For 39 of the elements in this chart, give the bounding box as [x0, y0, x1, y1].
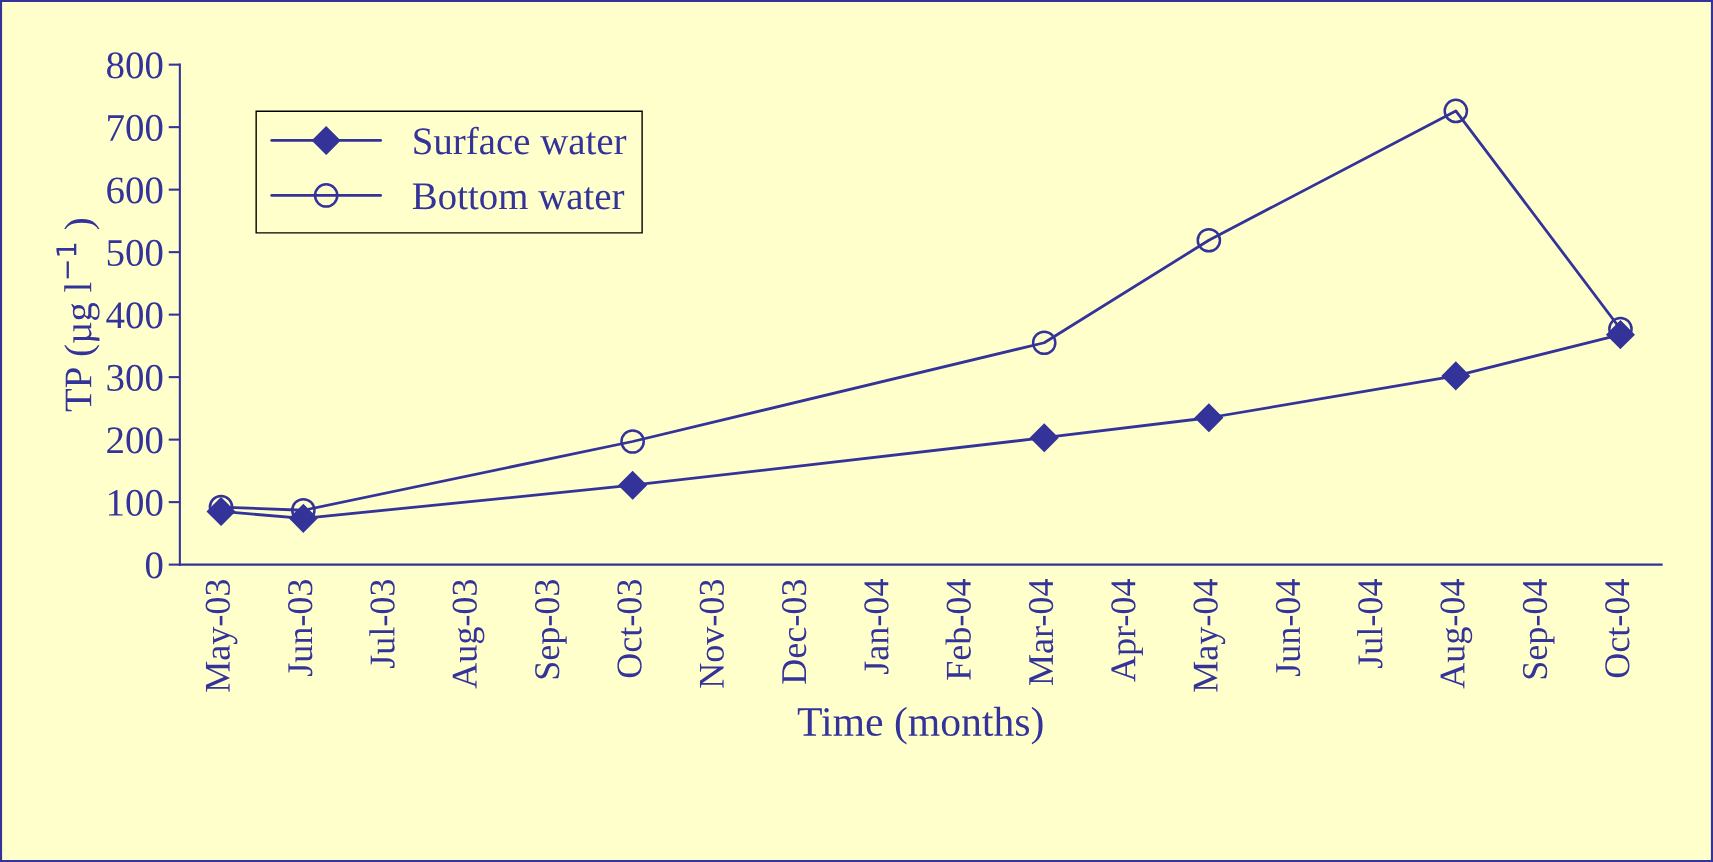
x-axis-title: Time (months): [797, 706, 1043, 745]
x-tick-label: May-03: [205, 579, 238, 692]
point: [1030, 423, 1059, 452]
x-tick-label: Jun-04: [1275, 579, 1301, 677]
point: [1443, 98, 1469, 124]
y-tick-label: 800: [107, 52, 163, 79]
x-tick-label: Jan-04: [864, 579, 889, 675]
x-tick-label: Aug-03: [452, 579, 485, 689]
y-tick-label: 400: [106, 302, 163, 329]
y-axis-title: TP (µg l$^{−1}$ ): [56, 219, 100, 412]
point: [1196, 227, 1222, 253]
y-tick-label: 700: [108, 114, 163, 142]
x-tick-label: Aug-04: [1440, 579, 1473, 689]
x-tick-label: May-04: [1193, 579, 1226, 692]
y-tick-label: 500: [107, 239, 163, 267]
point: [620, 429, 645, 454]
y-tick-label: 600: [107, 177, 163, 204]
legend-label: Bottom water: [412, 183, 625, 210]
y-tick-label: 200: [107, 427, 163, 454]
x-tick-label: Dec-03: [781, 579, 807, 684]
point: [1194, 403, 1223, 432]
legend-label: Surface water: [414, 126, 627, 155]
x-tick-label: Oct-04: [1605, 579, 1630, 678]
x-tick-label: Oct-03: [617, 579, 642, 678]
y-tick-label: 300: [107, 364, 163, 391]
x-tick-label: Mar-04: [1028, 579, 1054, 686]
y-tick-label: 100: [108, 489, 163, 516]
x-tick-label: Jul-04: [1357, 579, 1383, 669]
x-tick-label: Sep-03: [534, 579, 567, 679]
x-tick-label: Jul-03: [369, 579, 395, 669]
point: [1441, 361, 1470, 390]
point: [618, 471, 647, 500]
x-tick-label: Sep-04: [1522, 579, 1555, 679]
x-tick-label: Apr-04: [1111, 579, 1143, 682]
point: [1031, 330, 1057, 356]
x-tick-label: Feb-04: [945, 579, 971, 680]
x-tick-label: Nov-03: [699, 579, 724, 688]
y-tick-label: 0: [145, 552, 163, 579]
x-tick-label: Jun-03: [288, 579, 313, 677]
